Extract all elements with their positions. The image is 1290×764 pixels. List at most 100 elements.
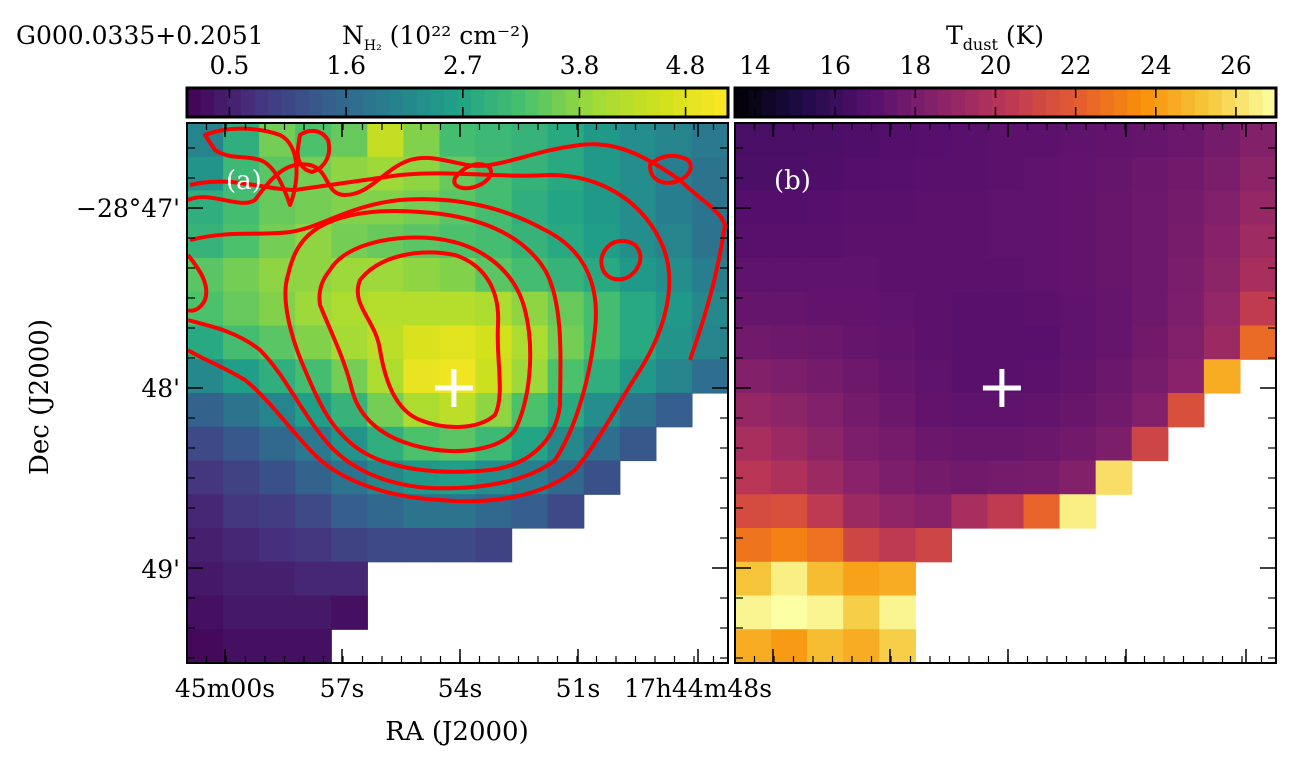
tdust-cell xyxy=(951,393,989,428)
tdust-cell xyxy=(807,291,844,327)
tdust-colorbar-segment xyxy=(1154,88,1169,117)
tdust-cell xyxy=(879,123,916,158)
nh2-cell xyxy=(295,494,332,529)
nh2-cell xyxy=(367,258,404,293)
tdust-cell xyxy=(1167,156,1205,192)
nh2-cell xyxy=(223,629,260,663)
tdust-colorbar-segment xyxy=(1073,88,1088,117)
panel-b-ticks xyxy=(734,123,1276,663)
tdust-cell xyxy=(843,629,880,663)
nh2-cell xyxy=(223,291,260,327)
nh2-colorbar-segment xyxy=(673,88,689,117)
nh2-colorbar-segment xyxy=(660,88,675,117)
contour-11 xyxy=(187,253,209,313)
nh2-cell xyxy=(295,561,332,597)
tdust-colorbar-segment xyxy=(1194,88,1209,117)
nh2-colorbar-segment xyxy=(633,88,648,117)
nh2-colorbar-segment xyxy=(241,88,256,117)
nh2-cell xyxy=(331,595,368,630)
nh2-cell xyxy=(475,528,513,563)
nh2-cell xyxy=(295,629,332,663)
nh2-cell xyxy=(223,258,260,293)
tdust-cell xyxy=(771,224,808,259)
nh2-cell xyxy=(655,393,693,428)
tdust-cell xyxy=(1131,123,1169,158)
tdust-cell xyxy=(879,224,916,259)
tdust-cell xyxy=(1167,258,1205,293)
tdust-cell xyxy=(771,595,808,630)
tdust-cell xyxy=(843,528,880,563)
tdust-cell xyxy=(771,561,808,597)
tdust-cell xyxy=(771,156,808,192)
nh2-cell xyxy=(583,190,621,225)
tdust-cell xyxy=(807,156,844,192)
tdust-colorbar-segment xyxy=(1127,88,1142,117)
tdust-colorbar-segment xyxy=(856,88,871,117)
nh2-cell xyxy=(223,224,260,259)
contour-1 xyxy=(317,235,533,453)
nh2-cell xyxy=(403,258,441,293)
tdust-cell xyxy=(1059,190,1097,225)
tdust-cell xyxy=(951,258,989,293)
tdust-cell xyxy=(987,291,1025,327)
nh2-cell xyxy=(295,595,332,630)
nh2-cell xyxy=(439,291,477,327)
tdust-cell xyxy=(735,224,772,259)
tdust-colorbar-segment xyxy=(1167,88,1182,117)
nh2-cell xyxy=(223,393,260,428)
nh2-colorbar-tick-label: 1.6 xyxy=(326,51,366,80)
nh2-colorbar-segment xyxy=(714,88,729,117)
tdust-cell xyxy=(1203,224,1241,259)
tdust-cell xyxy=(735,494,772,529)
nh2-cell xyxy=(187,426,224,462)
contour-2 xyxy=(283,208,563,474)
tdust-cell xyxy=(951,190,989,225)
tdust-cell xyxy=(951,325,989,360)
nh2-colorbar-segment xyxy=(227,88,242,117)
tdust-cell xyxy=(735,629,772,663)
tdust-cell xyxy=(915,224,952,259)
nh2-cell xyxy=(439,393,477,428)
tdust-cell xyxy=(879,258,916,293)
tdust-cell xyxy=(1131,224,1169,259)
nh2-cell xyxy=(187,494,224,529)
tdust-cell xyxy=(1131,156,1169,192)
x-axis-label: RA (J2000) xyxy=(385,717,529,747)
tdust-cell xyxy=(879,359,916,394)
tdust-cell xyxy=(1131,190,1169,225)
tdust-cell xyxy=(771,359,808,394)
tdust-cell xyxy=(1131,359,1169,394)
nh2-colorbar-tick-label: 2.7 xyxy=(443,51,483,80)
nh2-colorbar-ticks: 0.5 1.6 2.7 3.8 4.8 xyxy=(210,51,705,117)
contour-lines xyxy=(187,126,727,504)
tdust-colorbar-segment xyxy=(883,88,898,117)
tdust-cell xyxy=(771,123,808,158)
tdust-cell xyxy=(1095,393,1133,428)
tdust-cell xyxy=(879,426,916,462)
y-axis-label: Dec (J2000) xyxy=(25,319,55,475)
nh2-colorbar-segment xyxy=(484,88,499,117)
tdust-colorbar-segment xyxy=(1086,88,1101,117)
nh2-colorbar-frame xyxy=(185,86,730,119)
nh2-cell xyxy=(511,291,549,327)
nh2-colorbar-segment xyxy=(349,88,364,117)
nh2-cell xyxy=(223,190,260,225)
tdust-colorbar-segment xyxy=(1019,88,1034,117)
xtick-label-3: 51s xyxy=(556,674,601,703)
tdust-cell xyxy=(1167,325,1205,360)
nh2-cell xyxy=(547,190,585,225)
tdust-cell xyxy=(1023,190,1061,225)
panel-b-label: (b) xyxy=(774,166,811,196)
tdust-colorbar-segment xyxy=(924,88,939,117)
tdust-cell xyxy=(915,325,952,360)
tdust-cell xyxy=(1131,426,1169,462)
tdust-cell xyxy=(771,291,808,327)
tdust-cell xyxy=(987,426,1025,462)
nh2-cell xyxy=(187,393,224,428)
tdust-colorbar-segment xyxy=(1181,88,1196,117)
tdust-label-sub: dust xyxy=(963,35,999,54)
tdust-cell xyxy=(951,460,989,495)
tdust-cell xyxy=(951,123,989,158)
tdust-cell xyxy=(1131,258,1169,293)
nh2-cell xyxy=(511,494,549,529)
